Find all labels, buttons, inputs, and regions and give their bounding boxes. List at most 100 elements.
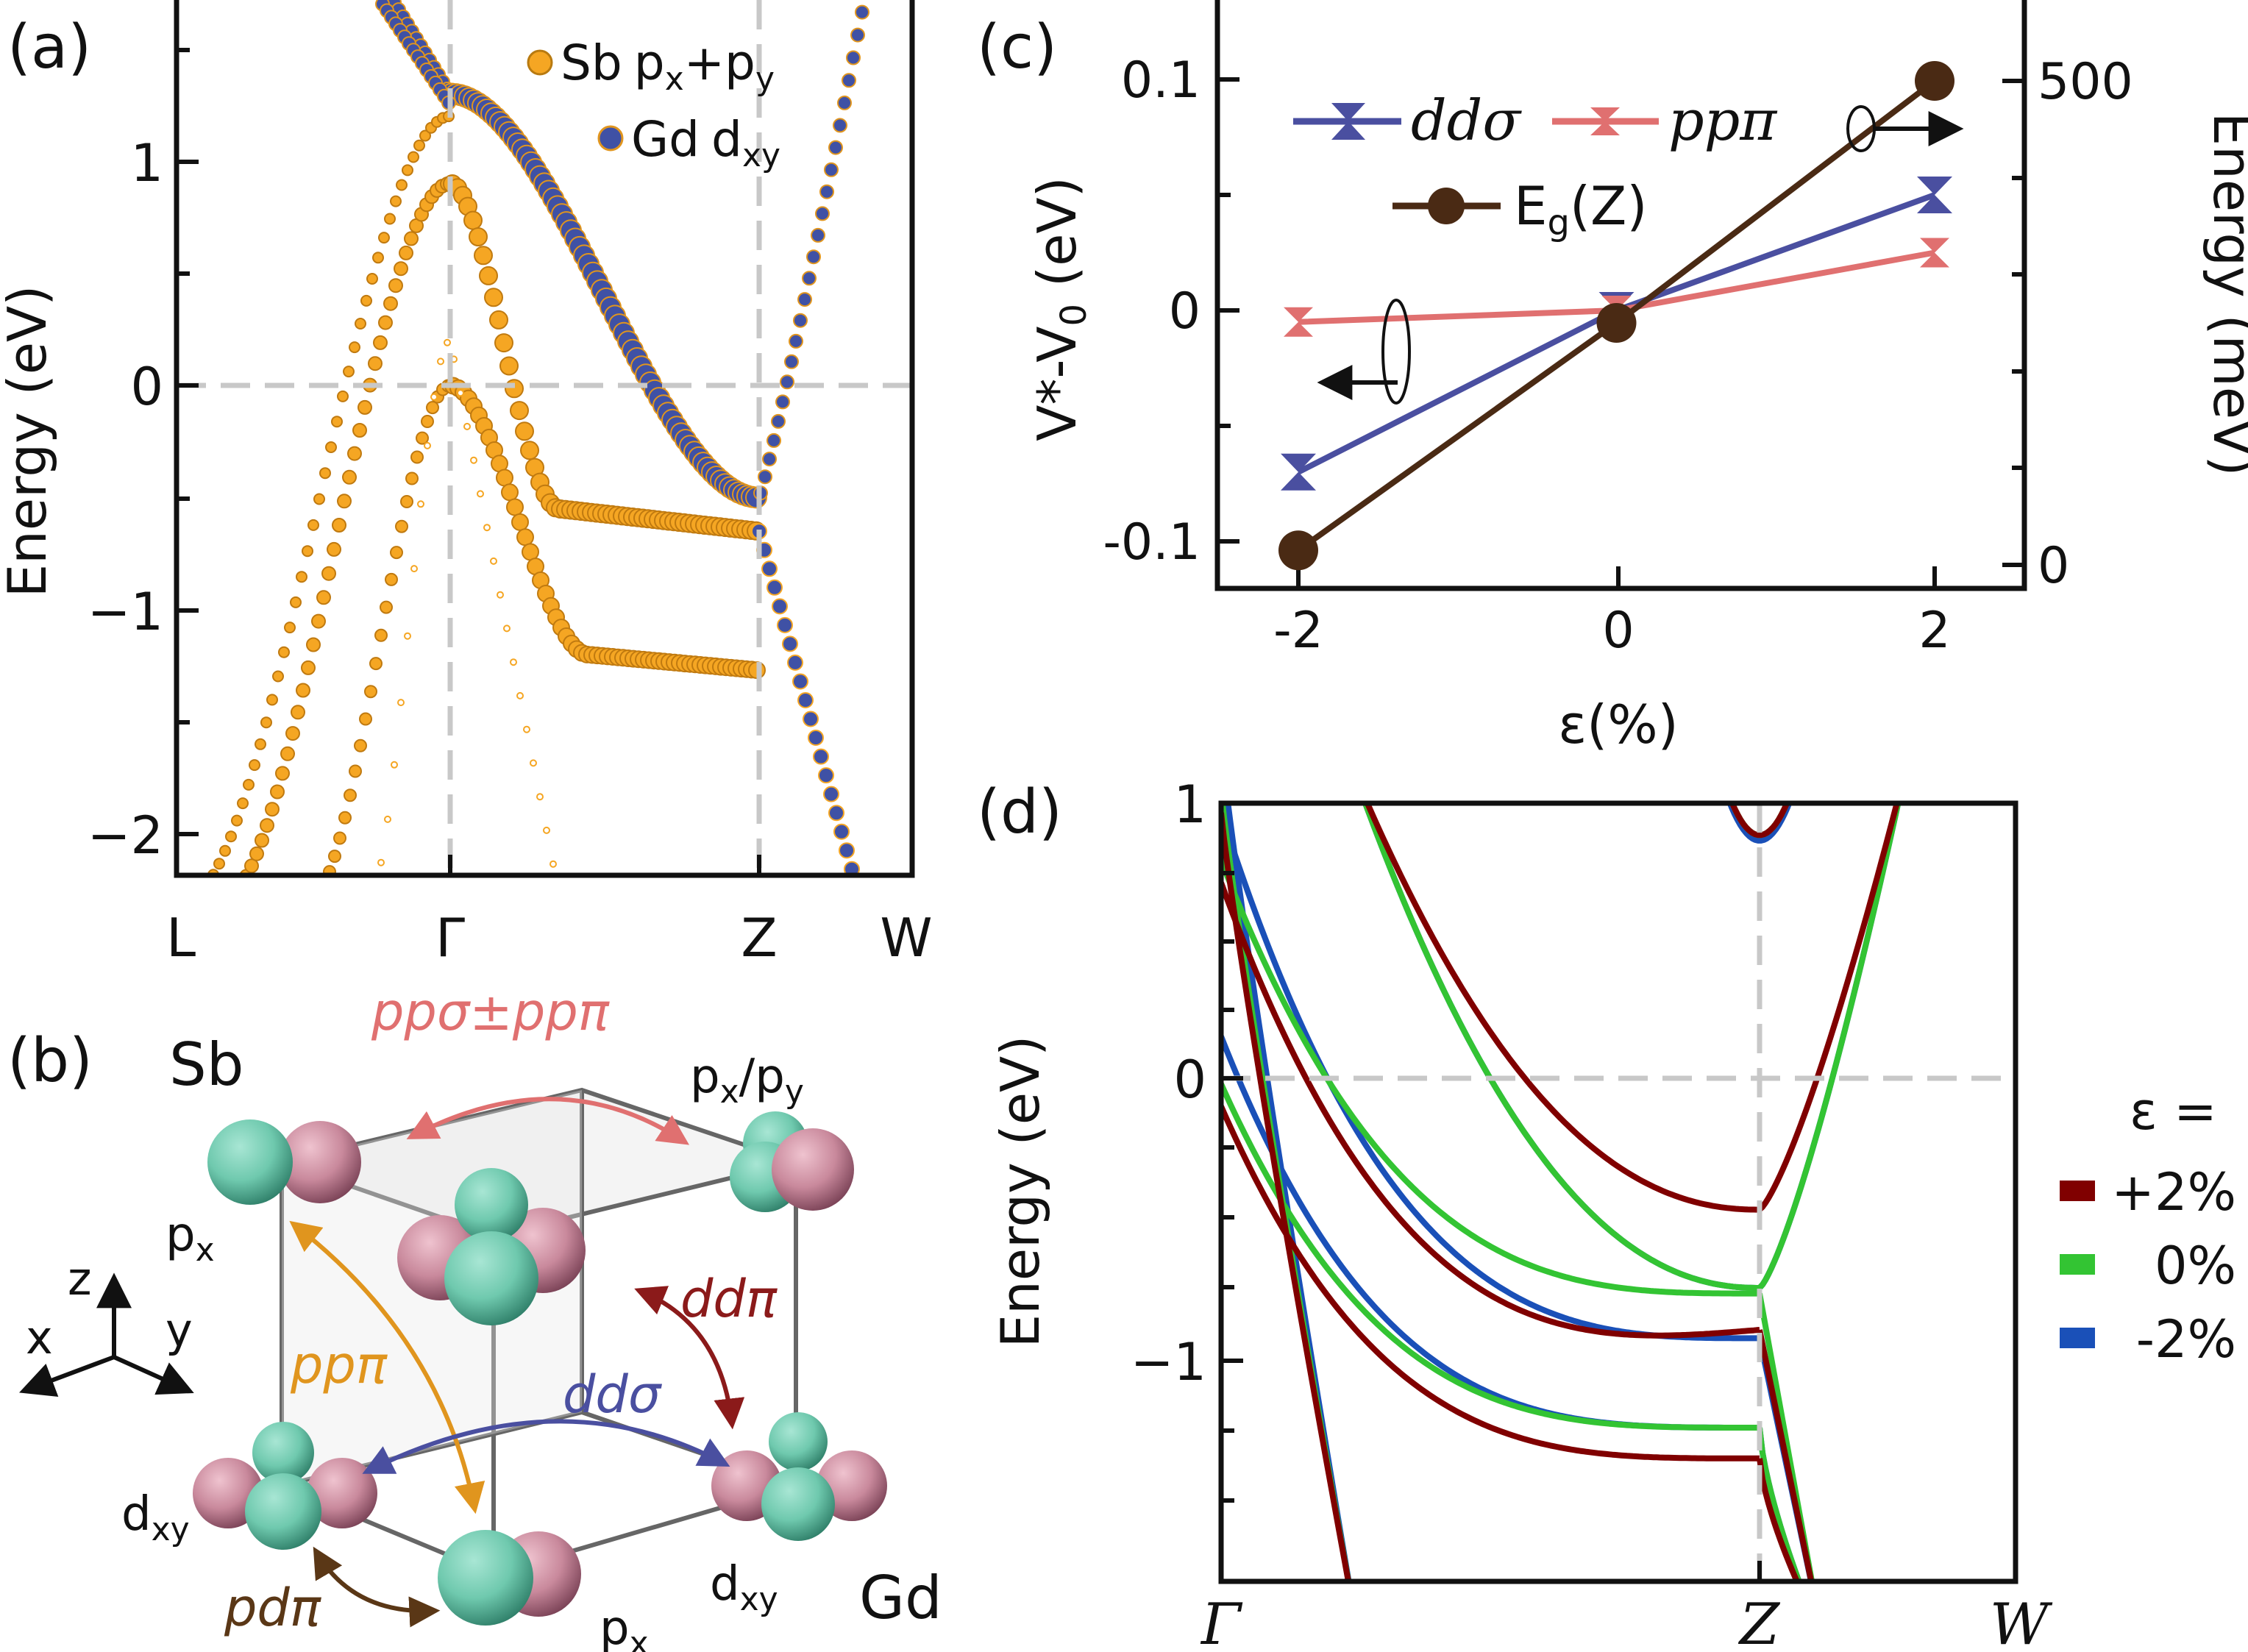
sb-band-upper-point	[260, 818, 274, 833]
sb-band-upper-point	[275, 766, 290, 781]
sb-band-left-point	[202, 879, 213, 889]
panel-a-ytick-1: 1	[130, 133, 163, 193]
sb-band-upper-point	[368, 356, 383, 371]
sb-band-left-point	[213, 858, 225, 870]
sb-band-upper-point	[463, 210, 483, 230]
sb-band-left-point	[413, 139, 425, 152]
band-steep-0	[1221, 812, 1352, 1581]
panel-d-ytick-1: 1	[1173, 775, 1206, 835]
arrow-ddpi	[634, 1286, 745, 1430]
panel-d-bands	[1221, 803, 1902, 1581]
sb-band-left-point	[225, 830, 237, 843]
band-upper-0	[1364, 803, 1900, 1213]
panel-d-ticks	[1221, 801, 1762, 1581]
panel-d-k-Z: Z	[1737, 1592, 1781, 1652]
mixed-band-right-point	[787, 654, 803, 671]
panel-d-frame	[1218, 800, 2018, 1584]
series-2-point-2	[1915, 61, 1954, 101]
sb-band-upper-point	[306, 637, 321, 652]
legend-sb-marker	[527, 49, 553, 76]
sb-band-upper-point	[337, 494, 352, 509]
sb-band-left-point	[260, 716, 272, 729]
sb-band-upper-point	[244, 858, 259, 874]
gd-band-point	[784, 354, 799, 369]
sb-band-thin-point	[417, 500, 424, 508]
left-axis-indicator-ellipse	[1381, 299, 1411, 405]
panel-b: (b)	[7, 982, 942, 1652]
sb-band-left-point	[360, 294, 372, 307]
panel-a: (a) Energy (eV) 1 0 −1 −2 L Γ Z W Sb px+p…	[0, 0, 933, 969]
sb-band-upper-point	[520, 441, 539, 460]
sb-band-thin-point	[397, 699, 405, 707]
gd-band-point	[819, 184, 834, 199]
sb-band-thin-point	[530, 759, 537, 767]
sb-band-upper-point	[358, 399, 372, 415]
panel-a-ytick-m2: −2	[88, 805, 163, 866]
hop-pppi-label: ppπ	[290, 1335, 388, 1395]
sb-band-lower-point	[522, 543, 539, 561]
sb-band-lower-point	[516, 528, 534, 546]
sb-band-upper-point	[249, 846, 264, 861]
sb-band-thin-point	[490, 557, 497, 565]
gd-band-point	[766, 432, 781, 448]
band-right-a-1	[1757, 1292, 1815, 1581]
sb-band-upper-point	[388, 278, 403, 293]
sb-band-left-point	[255, 738, 266, 750]
sb-band-upper-point	[378, 315, 393, 330]
sb-band-left-point	[278, 646, 290, 658]
sb-band-upper-point	[347, 446, 362, 461]
mixed-band-right-point	[782, 635, 798, 652]
sb-band-lower-point	[385, 572, 398, 586]
sb-band-upper-point	[394, 261, 408, 277]
sb-band-lower-point	[364, 685, 377, 699]
atom-gd-label: Gd	[859, 1564, 942, 1632]
panel-c-ytick-0p1: 0.1	[1121, 51, 1201, 110]
sb-band-lower-point	[410, 450, 424, 464]
sb-band-left-point	[266, 694, 278, 706]
band-right-b-1	[1757, 1427, 1802, 1581]
band-upper-2	[1362, 803, 1902, 1291]
legend-eg-marker	[1428, 188, 1465, 224]
mixed-band-right-point	[803, 711, 819, 727]
panel-a-legend: Sb px+py Gd dxy	[527, 35, 780, 174]
series-1-point-0	[1284, 307, 1313, 337]
orb-label-px-bottom: px	[600, 1601, 649, 1652]
panel-b-label: (b)	[7, 1026, 93, 1096]
sb-band-lower-point	[380, 600, 393, 614]
sb-band-upper-point	[311, 613, 326, 629]
orbital-sb-pxpy-topright	[730, 1111, 854, 1212]
panel-c-xtick-m2: -2	[1273, 602, 1323, 660]
sb-band-upper-point	[332, 518, 346, 533]
arrow-ppsigma-top	[406, 1097, 690, 1145]
sb-band-upper-point	[235, 878, 248, 891]
gd-band-point	[806, 249, 821, 265]
legend-plus2-swatch	[2060, 1181, 2095, 1201]
sb-band-upper-point	[494, 333, 513, 353]
sb-band-lower-point	[506, 498, 524, 516]
panel-c-ytick-m0p1: -0.1	[1103, 513, 1201, 572]
panel-a-ytick-0: 0	[130, 357, 163, 417]
axis-x-label: x	[26, 1311, 53, 1364]
sb-band-upper-point	[510, 401, 529, 421]
sb-band-upper-point	[515, 421, 534, 441]
sb-band-left-point	[372, 252, 384, 264]
sb-band-left-point	[366, 273, 378, 285]
sb-band-upper-point	[404, 231, 419, 246]
sb-band-left-point	[313, 493, 325, 505]
series-0-point-2	[1917, 177, 1952, 213]
panel-c-ticks	[1217, 77, 2024, 588]
sb-band-lower-point	[416, 431, 429, 445]
sb-band-thin-point	[543, 826, 550, 834]
band-pocket-0	[1729, 803, 1790, 839]
panel-a-k-L: L	[166, 907, 196, 969]
sb-band-left-point	[302, 545, 313, 558]
sb-band-thin-point	[377, 858, 385, 866]
sb-band-upper-point	[342, 469, 357, 485]
gd-band-point	[833, 118, 847, 133]
sb-band-thin-point	[410, 565, 418, 573]
sb-band-thin-point	[437, 357, 444, 366]
legend-sb-label: Sb px+py	[561, 35, 775, 98]
panel-a-k-W: W	[880, 907, 932, 969]
gd-band-point	[771, 413, 786, 429]
band-mid-0	[1221, 881, 1760, 1339]
